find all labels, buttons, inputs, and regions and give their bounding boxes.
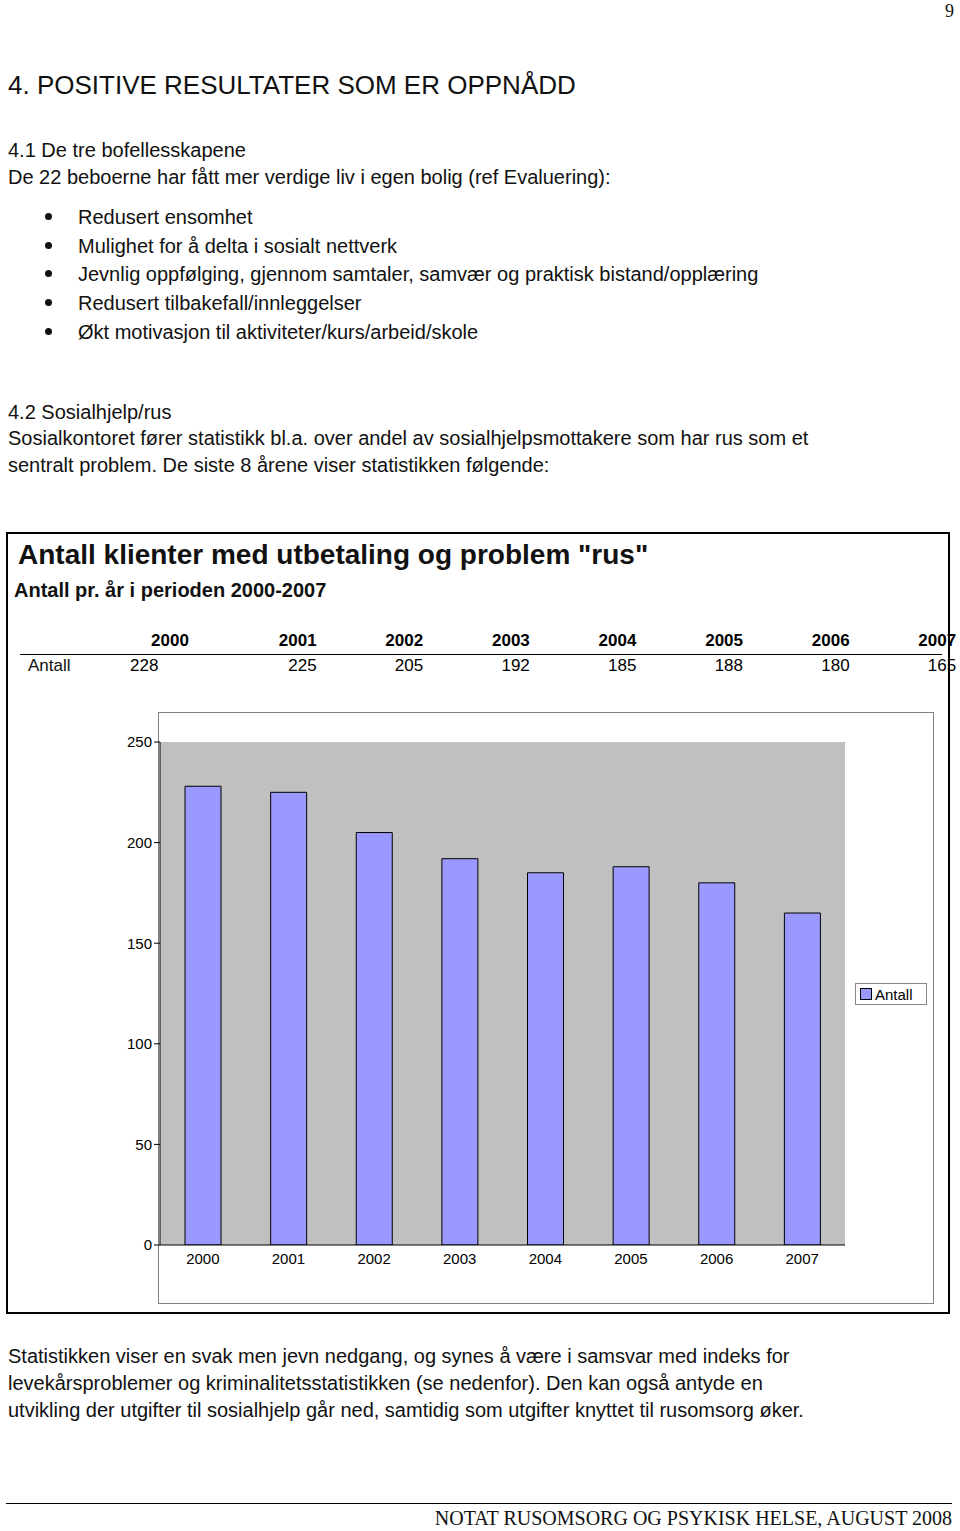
html-text:Redusert ensomhet: Redusert ensomhet <box>78 206 253 228</box>
svg-text:2005: 2005 <box>614 1250 647 1267</box>
svg-text:2000: 2000 <box>186 1250 219 1267</box>
html-text:Antall: Antall <box>28 656 71 675</box>
html-text:2003: 2003 <box>492 631 530 650</box>
html-text:levekårsproblemer og kriminali: levekårsproblemer og kriminalitetsstatis… <box>8 1372 763 1394</box>
html-text:192: 192 <box>501 656 530 675</box>
html-text:180: 180 <box>821 656 850 675</box>
svg-text:150: 150 <box>127 935 152 952</box>
svg-text:2002: 2002 <box>357 1250 390 1267</box>
html-text:2000: 2000 <box>151 631 189 650</box>
html-text:sentralt problem. De siste 8 å: sentralt problem. De siste 8 årene viser… <box>8 454 550 476</box>
svg-text:2004: 2004 <box>529 1250 562 1267</box>
html-text:228: 228 <box>130 656 159 675</box>
html-text:Redusert tilbakefall/innleggel: Redusert tilbakefall/innleggelser <box>78 292 362 315</box>
html-text:165: 165 <box>927 656 957 675</box>
html-text:Mulighet for å delta i sosialt: Mulighet for å delta i sosialt nettverk <box>78 234 397 257</box>
svg-text:2001: 2001 <box>272 1250 305 1267</box>
svg-text:2007: 2007 <box>786 1250 819 1267</box>
svg-text:200: 200 <box>127 834 152 851</box>
svg-text:100: 100 <box>127 1035 152 1052</box>
html-text:188: 188 <box>714 656 743 675</box>
html-text:2007: 2007 <box>918 631 957 650</box>
html-text:Jevnlig oppfølging, gjennom sa: Jevnlig oppfølging, gjennom samtaler, sa… <box>78 263 759 286</box>
svg-text:0: 0 <box>144 1236 152 1253</box>
html-text:205: 205 <box>394 656 424 675</box>
html-text:225: 225 <box>288 656 317 675</box>
html-text:2001: 2001 <box>278 631 317 650</box>
html-text:Antall klienter med utbetaling: Antall klienter med utbetaling og proble… <box>18 539 649 570</box>
html-text:4. POSITIVE RESULTATER SOM ER: 4. POSITIVE RESULTATER SOM ER OPPNÅDD <box>8 70 576 100</box>
html-text:2006: 2006 <box>811 631 850 650</box>
html-text:De 22 beboerne har fått mer ve: De 22 beboerne har fått mer verdige liv … <box>8 166 611 188</box>
html-text:NOTAT RUSOMSORG OG PSYKISK HEL: NOTAT RUSOMSORG OG PSYKISK HELSE, AUGUST… <box>434 1507 952 1529</box>
svg-text:2006: 2006 <box>700 1250 733 1267</box>
html-text:9: 9 <box>945 1 954 21</box>
html-text:4.2 Sosialhjelp/rus: 4.2 Sosialhjelp/rus <box>8 401 172 423</box>
html-text:utvikling der utgifter til sos: utvikling der utgifter til sosialhjelp g… <box>8 1399 804 1421</box>
html-text:Statistikken viser en svak men: Statistikken viser en svak men jevn nedg… <box>8 1345 790 1367</box>
html-text:Antall pr. år i perioden 2000-: Antall pr. år i perioden 2000-2007 <box>14 579 327 601</box>
html-text:Økt motivasjon til aktiviteter: Økt motivasjon til aktiviteter/kurs/arbe… <box>78 320 479 343</box>
html-text:4.1 De tre bofellesskapene: 4.1 De tre bofellesskapene <box>8 139 246 161</box>
html-text:Sosialkontoret fører statistik: Sosialkontoret fører statistikk bl.a. ov… <box>8 427 809 449</box>
html-text:2005: 2005 <box>705 631 743 650</box>
svg-text:2003: 2003 <box>443 1250 476 1267</box>
svg-text:250: 250 <box>127 733 152 750</box>
html-text:185: 185 <box>608 656 637 675</box>
html-text:2002: 2002 <box>385 631 424 650</box>
svg-text:50: 50 <box>135 1136 152 1153</box>
html-text:Antall: Antall <box>875 985 913 1003</box>
html-text:2004: 2004 <box>598 631 637 650</box>
